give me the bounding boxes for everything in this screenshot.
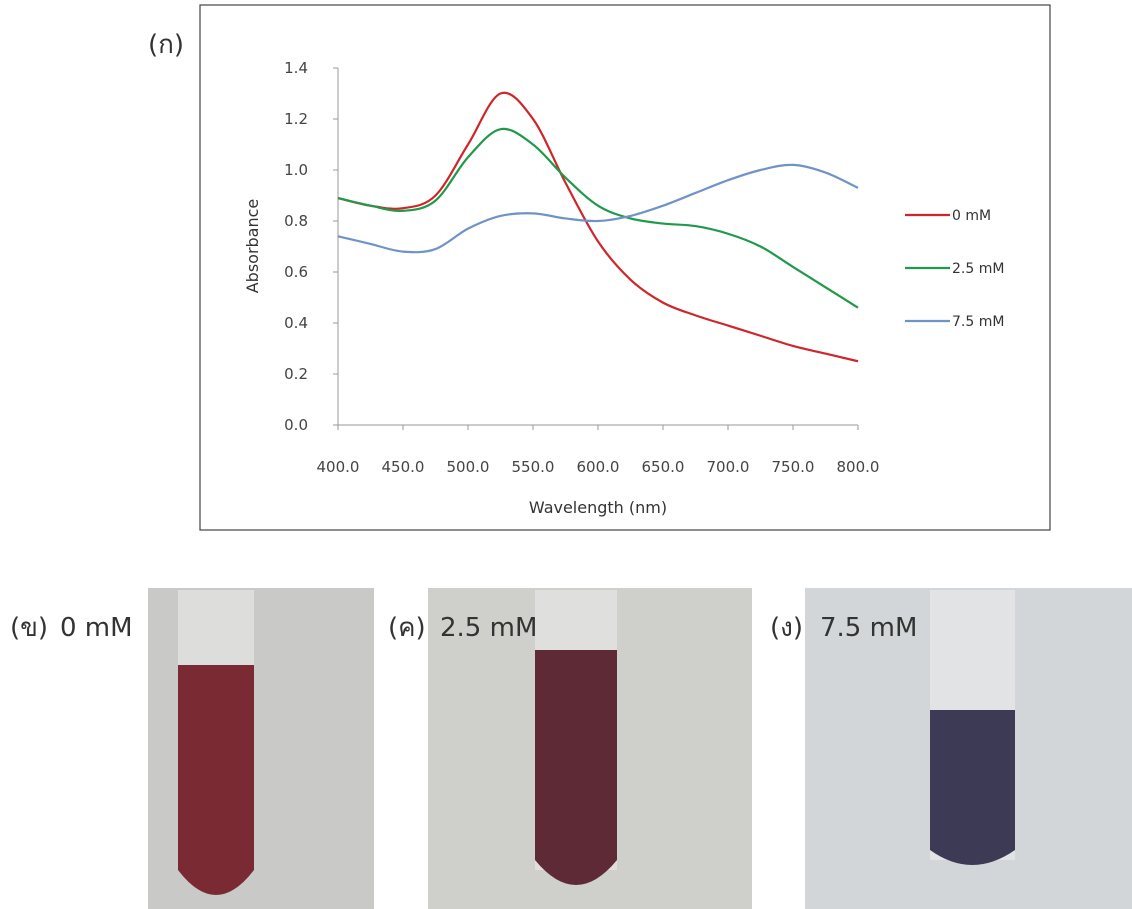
- tube-liquid: [930, 710, 1015, 865]
- tube-liquid: [535, 650, 617, 885]
- x-tick-label: 650.0: [642, 458, 685, 476]
- x-tick-label: 450.0: [382, 458, 425, 476]
- legend-label: 2.5 mM: [952, 261, 1004, 277]
- x-tick-label: 700.0: [707, 458, 750, 476]
- series-line: [337, 91, 859, 363]
- y-tick-label: 0.0: [284, 416, 308, 434]
- x-axis-title: Wavelength (nm): [529, 498, 667, 517]
- photo-label: (ค): [388, 613, 426, 643]
- x-tick-label: 800.0: [837, 458, 880, 476]
- photo-label: (ง): [770, 613, 803, 643]
- legend-label: 7.5 mM: [952, 314, 1004, 330]
- panel-label: (ก): [148, 30, 184, 60]
- y-tick-label: 0.8: [284, 212, 308, 230]
- y-tick-label: 0.2: [284, 365, 308, 383]
- legend-label: 0 mM: [952, 208, 991, 224]
- photo-caption: 2.5 mM: [440, 613, 537, 643]
- y-tick-label: 1.4: [284, 59, 308, 77]
- x-tick-label: 750.0: [772, 458, 815, 476]
- y-tick-label: 1.2: [284, 110, 308, 128]
- y-tick-label: 0.6: [284, 263, 308, 281]
- x-tick-label: 500.0: [447, 458, 490, 476]
- x-tick-label: 400.0: [317, 458, 360, 476]
- photo-caption: 7.5 mM: [820, 613, 917, 643]
- photo-caption: 0 mM: [60, 613, 133, 643]
- x-tick-label: 550.0: [512, 458, 555, 476]
- series-line: [337, 127, 859, 309]
- y-axis-title: Absorbance: [243, 199, 262, 294]
- y-tick-label: 1.0: [284, 161, 308, 179]
- tube-liquid: [178, 665, 254, 895]
- photo-label: (ข): [10, 613, 48, 643]
- series-line: [337, 163, 859, 254]
- y-tick-label: 0.4: [284, 314, 308, 332]
- x-tick-label: 600.0: [577, 458, 620, 476]
- photos: [148, 588, 1132, 909]
